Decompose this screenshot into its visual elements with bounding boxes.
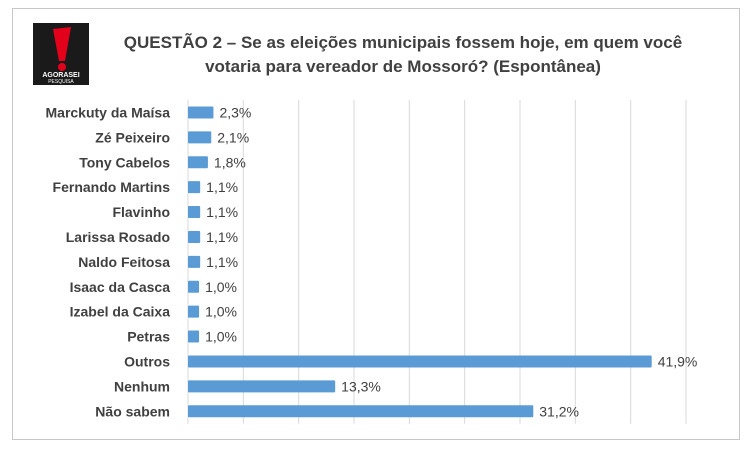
chart-title: QUESTÃO 2 – Se as eleições municipais fo… [103,31,703,79]
exclamation-mark-icon [53,27,71,71]
value-label: 13,3% [341,378,381,394]
category-label: Naldo Feitosa [78,254,170,270]
category-label: Nenhum [114,378,170,394]
svg-text:AGORASEI: AGORASEI [42,72,79,79]
bar [188,181,201,194]
bar [188,405,534,418]
chart-title-line-2: votaria para vereador de Mossoró? (Espon… [205,57,601,76]
chart-gridlines [187,100,687,424]
category-label: Marckuty da Maísa [46,104,171,120]
category-label: Larissa Rosado [66,229,170,245]
bar [188,380,336,393]
bar [188,280,200,293]
value-label: 1,0% [205,279,237,295]
value-label: 1,1% [206,179,238,195]
chart-category-labels: Marckuty da Maísa Zé Peixeiro Tony Cabelos… [46,104,171,419]
value-label: 1,0% [205,304,237,320]
bar [188,131,212,144]
category-label: Flavinho [112,204,170,220]
value-label: 1,1% [206,254,238,270]
category-label: Outros [124,353,170,369]
agorasei-logo: AGORASEI PESQUISA [33,23,89,85]
category-label: Tony Cabelos [79,154,170,170]
svg-text:PESQUISA: PESQUISA [48,79,74,85]
bar [188,230,201,243]
value-label: 31,2% [539,403,579,419]
bar [188,355,652,368]
value-label: 1,1% [206,204,238,220]
category-label: Fernando Martins [53,179,171,195]
bar [188,156,208,169]
value-label: 1,8% [214,154,246,170]
chart-value-labels: 2,3% 2,1% 1,8% 1,1% 1,1% 1,1% 1,1% 1,0% 1,0% 1,0%… [205,104,697,419]
value-label: 1,0% [205,329,237,345]
chart-title-line-1: QUESTÃO 2 – Se as eleições municipais fo… [123,33,683,52]
category-label: Izabel da Caixa [70,304,171,320]
value-label: 41,9% [658,353,698,369]
category-label: Não sabem [95,403,170,419]
chart-frame: AGORASEI PESQUISA QUESTÃO 2 – Se as elei… [12,8,740,440]
category-label: Zé Peixeiro [95,129,170,145]
category-label: Petras [127,329,170,345]
chart-bars [188,106,652,418]
value-label: 1,1% [206,229,238,245]
bar [188,330,200,343]
bar [188,206,201,219]
bar [188,305,200,318]
value-label: 2,1% [217,129,249,145]
bar [188,255,201,268]
value-label: 2,3% [219,104,251,120]
bar [188,106,214,119]
category-label: Isaac da Casca [70,279,171,295]
